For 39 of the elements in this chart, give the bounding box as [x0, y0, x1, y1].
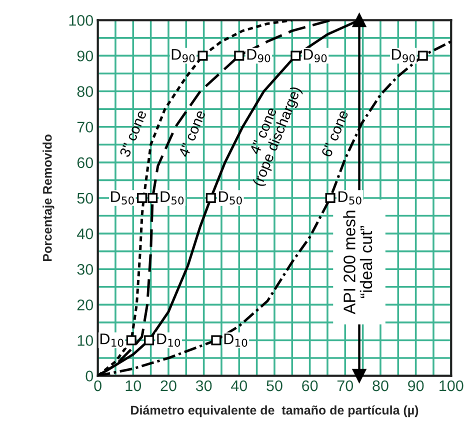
annotation: D$_{90}$ [172, 49, 195, 62]
ref-line-label: API 200 mesh “ideal cut” [343, 210, 372, 314]
x-tick-label: 70 [337, 380, 354, 392]
x-tick-label: 80 [372, 380, 388, 392]
annotation: D$_{90}$ [304, 49, 327, 62]
y-tick-label: 70 [77, 122, 94, 133]
y-tick-label: 80 [77, 86, 94, 97]
y-tick-label: 100 [69, 15, 94, 26]
y-tick-label: 30 [77, 264, 94, 275]
annotation: D$_{10}$ [224, 334, 248, 347]
x-tick-label: 60 [302, 380, 318, 392]
x-axis-title: Diámetro equivalente de tamaño de partícula (µ) [131, 405, 418, 418]
y-tick-label: 40 [77, 228, 94, 240]
annotation: D$_{10}$ [157, 334, 180, 347]
y-tick-label: 0 [86, 370, 94, 382]
x-tick-label: 20 [160, 380, 176, 392]
annotation: D$_{50}$ [160, 191, 184, 205]
x-tick-label: 0 [94, 380, 102, 392]
y-tick-label: 10 [78, 335, 94, 346]
x-tick-label: 50 [266, 380, 282, 392]
annotation: D$_{50}$ [219, 191, 242, 205]
text: 3" cone [119, 109, 147, 158]
x-tick-label: 10 [126, 380, 142, 392]
annotation: D$_{10}$ [100, 334, 124, 347]
x-tick-label: 90 [408, 380, 424, 392]
y-axis-title: Porcentaje Removido [42, 134, 54, 262]
text: 4" cone [178, 110, 206, 158]
x-tick-label: 30 [196, 380, 212, 392]
annotation: D$_{90}$ [392, 49, 415, 62]
y-tick-label: 20 [77, 300, 94, 310]
x-tick-label: 40 [231, 380, 248, 392]
y-tick-label: 90 [77, 50, 94, 62]
text: 6" cone [321, 109, 348, 158]
y-tick-label: 60 [77, 157, 94, 168]
annotation: D$_{90}$ [247, 49, 270, 62]
x-tick-label: 100 [440, 380, 464, 392]
annotation: D$_{50}$ [111, 191, 134, 205]
y-tick-label: 50 [77, 192, 94, 204]
annotation: D$_{50}$ [338, 191, 362, 205]
